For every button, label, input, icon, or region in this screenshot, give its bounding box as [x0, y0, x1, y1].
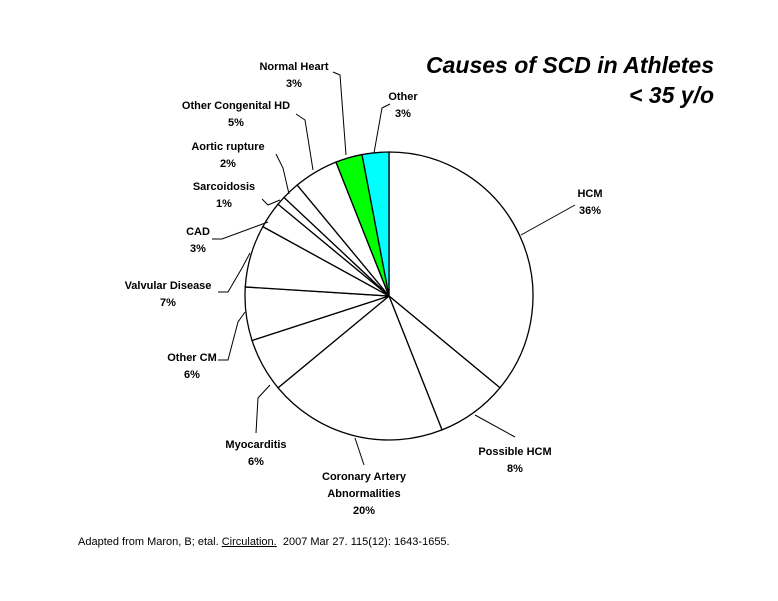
leader-line-possible-hcm	[474, 414, 516, 438]
slice-label-coronary-artery-abnormalities: Coronary Artery Abnormalities 20%	[322, 471, 407, 517]
slice-label-valvular-disease: Valvular Disease 7%	[125, 280, 212, 309]
chart-title-block: Causes of SCD in Athletes < 35 y/o	[426, 50, 714, 110]
slice-label-possible-hcm: Possible HCM 8%	[478, 446, 551, 475]
pie-slice-other	[361, 151, 390, 297]
slice-label-other-congenital-hd: Other Congenital HD 5%	[182, 100, 290, 129]
leader-line-other-congenital-hd	[295, 113, 314, 171]
slice-label-sarcoidosis: Sarcoidosis 1%	[193, 181, 255, 210]
leader-line-normal-heart	[332, 71, 347, 156]
leader-line-cad	[212, 221, 269, 240]
leader-line-other	[373, 103, 391, 154]
footnote-prefix: Adapted from Maron, B; etal.	[78, 536, 219, 548]
leader-line-sarcoidosis	[261, 198, 281, 206]
pie-slice-hcm	[388, 151, 534, 389]
leader-line-myocarditis	[255, 384, 271, 434]
slice-label-normal-heart: Normal Heart 3%	[259, 61, 328, 90]
slice-label-cad: CAD 3%	[186, 226, 210, 255]
slice-label-hcm: HCM 36%	[577, 188, 602, 217]
leader-line-valvular-disease	[218, 252, 251, 293]
slice-label-other: Other 3%	[388, 91, 418, 120]
leader-line-other-cm	[218, 311, 246, 361]
leader-line-aortic-rupture	[275, 153, 290, 195]
footnote-suffix: 2007 Mar 27. 115(12): 1643-1655.	[282, 536, 450, 548]
slice-label-other-cm: Other CM 6%	[167, 352, 217, 381]
chart-title: Causes of SCD in Athletes	[426, 52, 714, 78]
pie-slice-coronary-artery-abnormalities	[277, 294, 443, 441]
slice-label-myocarditis: Myocarditis 6%	[225, 439, 286, 468]
footnote-journal: Circulation.	[221, 536, 277, 548]
leader-line-coronary-artery-abnormalities	[354, 437, 365, 466]
slice-label-aortic-rupture: Aortic rupture 2%	[191, 141, 264, 170]
leader-line-hcm	[520, 204, 576, 236]
source-footnote: Adapted from Maron, B; etal. Circulation…	[78, 536, 450, 548]
chart-subtitle: < 35 y/o	[628, 82, 714, 108]
